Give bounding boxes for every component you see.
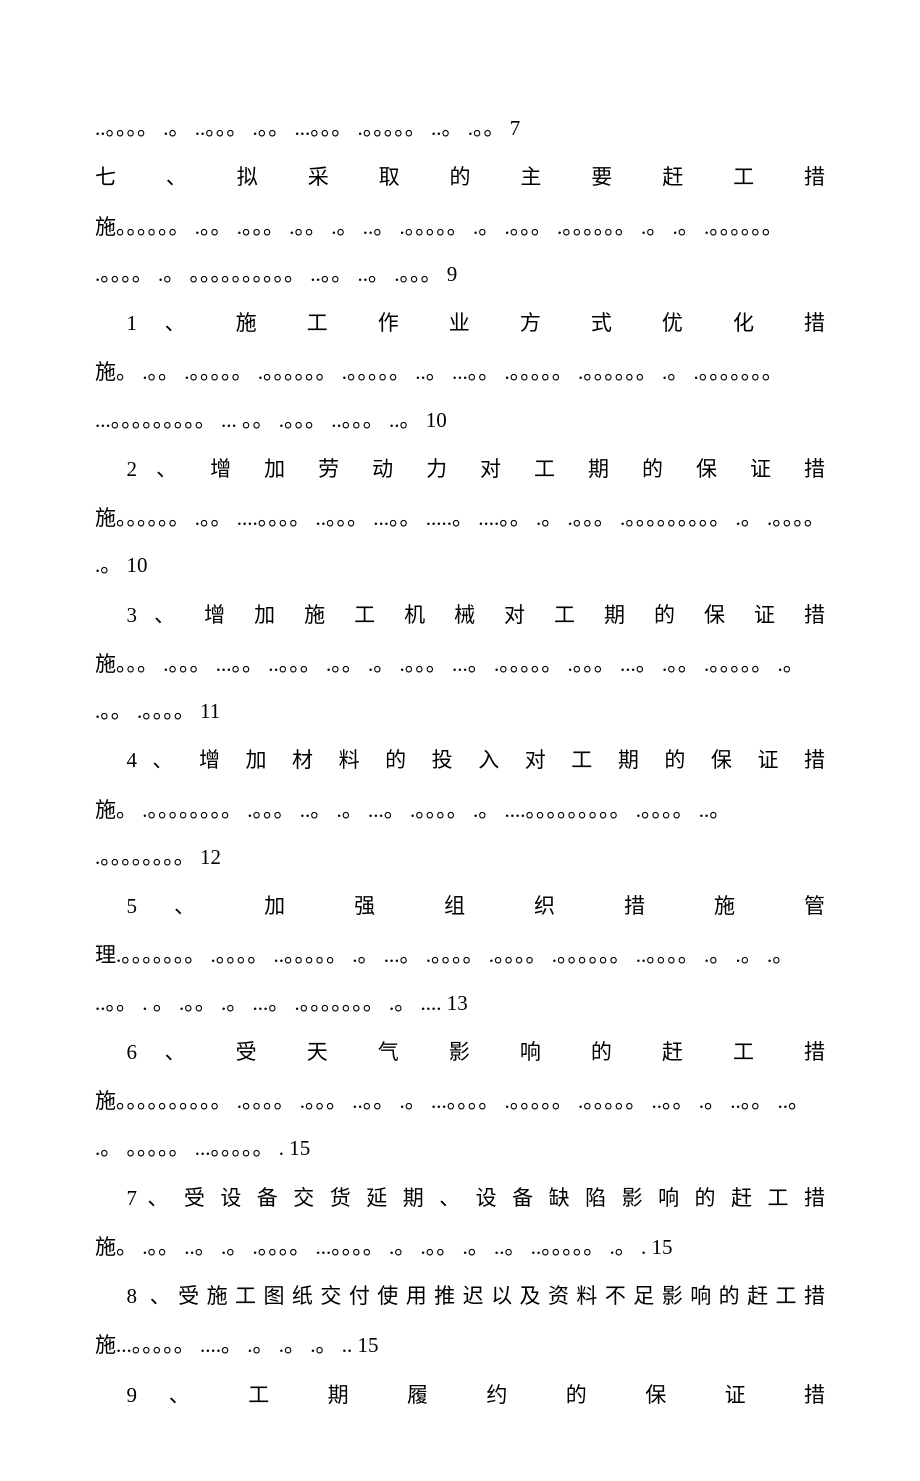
toc-leader: 。 .。。。。。。。。 .。。。 ..。 .。 ...。 .。。。。 .。 ..… [95,798,730,869]
toc-continuation: 施。。。。。。 .。。 .。。。 .。。 .。 ..。 .。。。。。 .。 .。… [95,204,825,299]
toc-title: 5 、 加 强 组 织 措 施 管 [127,894,826,918]
toc-leader: ..。。。。 .。 ..。。。 .。。 ...。。。 .。。。。。 ..。 .。… [95,116,505,140]
toc-title: 8 、受施工图纸交付使用推迟以及资料不足影响的赶工措 [127,1284,826,1308]
toc-page-number: 15 [652,1235,673,1259]
toc-title-continuation: 施 [95,798,116,822]
toc-page-number: 10 [426,408,447,432]
toc-continuation: 施...。。。。。 ....。 .。 .。 .。 .. 15 [95,1322,825,1369]
toc-entry: 4 、 增 加 材 料 的 投 入 对 工 期 的 保 证 措 [95,737,825,784]
toc-leader: ...。。。。。 ....。 .。 .。 .。 .. [116,1333,352,1357]
toc-title: 3 、 增 加 施 工 机 械 对 工 期 的 保 证 措 [127,603,826,627]
toc-title: 7 、 受 设 备 交 货 延 期 、 设 备 缺 陷 影 响 的 赶 工 措 [127,1186,826,1210]
toc-title: 4 、 增 加 材 料 的 投 入 对 工 期 的 保 证 措 [127,748,826,772]
table-of-contents: ..。。。。 .。 ..。。。 .。。 ...。。。 .。。。。。 ..。 .。… [95,105,825,1419]
toc-continuation: 施。。。。。。。。。。 .。。。。 .。。。 ..。。 .。 ...。。。。 .… [95,1078,825,1173]
toc-title: 七 、 拟 采 取 的 主 要 赶 工 措 [95,165,825,189]
toc-page-number: 11 [200,699,220,723]
toc-title-continuation: 施 [95,360,116,384]
toc-leader-continuation: ..。。。。 .。 ..。。。 .。。 ...。。。 .。。。。。 ..。 .。… [95,105,825,152]
toc-continuation: 理.。。。。。。。 .。。。。 ..。。。。。 .。 ...。 .。。。。 .。… [95,932,825,1027]
toc-page-number: 9 [447,262,458,286]
toc-entry: 5 、 加 强 组 织 措 施 管 [95,883,825,930]
toc-page-number: 12 [200,845,221,869]
toc-page-number: 13 [447,991,468,1015]
toc-continuation: 施。 .。。。。。。。。 .。。。 ..。 .。 ...。 .。。。。 .。 .… [95,787,825,882]
toc-title: 1 、 施 工 作 业 方 式 优 化 措 [127,311,826,335]
toc-title: 2 、 增 加 劳 动 力 对 工 期 的 保 证 措 [127,457,826,481]
toc-title-continuation: 施 [95,1235,116,1259]
toc-leader: 。。。。。。 .。。 ....。。。。 ..。。。 ...。。 .....。 .… [95,506,825,577]
toc-entry: 6 、 受 天 气 影 响 的 赶 工 措 [95,1029,825,1076]
toc-page-number: 10 [127,553,148,577]
toc-title: 9 、 工 期 履 约 的 保 证 措 [127,1383,826,1407]
toc-leader: 。。。。。。 .。。 .。。。 .。。 .。 ..。 .。。。。。 .。 .。。… [95,215,783,286]
toc-title-continuation: 施 [95,652,116,676]
toc-page-number: 15 [358,1333,379,1357]
toc-entry: 9 、 工 期 履 约 的 保 证 措 [95,1372,825,1419]
toc-title-continuation: 施 [95,215,116,239]
toc-entry: 3 、 增 加 施 工 机 械 对 工 期 的 保 证 措 [95,592,825,639]
toc-continuation: 施。。。。。。 .。。 ....。。。。 ..。。。 ...。。 .....。 … [95,495,825,590]
toc-title: 6 、 受 天 气 影 响 的 赶 工 措 [127,1040,826,1064]
toc-title-continuation: 施 [95,1333,116,1357]
toc-entry: 七 、 拟 采 取 的 主 要 赶 工 措 [95,154,825,201]
toc-title-continuation: 理 [95,943,116,967]
toc-continuation: 施。 .。。 .。。。。。 .。。。。。。 .。。。。。 ..。 ...。。 .… [95,349,825,444]
toc-entry: 8 、受施工图纸交付使用推迟以及资料不足影响的赶工措 [95,1273,825,1320]
toc-leader: 。。。。。。。。。。 .。。。。 .。。。 ..。。 .。 ...。。。。 .。… [95,1089,809,1160]
toc-continuation: 施。。。 .。。。 ...。。 ..。。。 .。。 .。 .。。。 ...。 .… [95,641,825,736]
toc-page-number: 15 [289,1136,310,1160]
toc-continuation: 施。 .。。 ..。 .。 .。。。。 ...。。。。 .。 .。。 .。 ..… [95,1224,825,1271]
toc-title-continuation: 施 [95,506,116,530]
toc-leader: .。。。。。。。 .。。。。 ..。。。。。 .。 ...。 .。。。。 .。。… [95,943,793,1014]
toc-entry: 7 、 受 设 备 交 货 延 期 、 设 备 缺 陷 影 响 的 赶 工 措 [95,1175,825,1222]
toc-entry: 2 、 增 加 劳 动 力 对 工 期 的 保 证 措 [95,446,825,493]
toc-leader: 。 .。。 ..。 .。 .。。。。 ...。。。。 .。 .。。 .。 ..。… [116,1235,646,1259]
toc-page-number: 7 [510,116,521,140]
toc-entry: 1 、 施 工 作 业 方 式 优 化 措 [95,300,825,347]
toc-title-continuation: 施 [95,1089,116,1113]
